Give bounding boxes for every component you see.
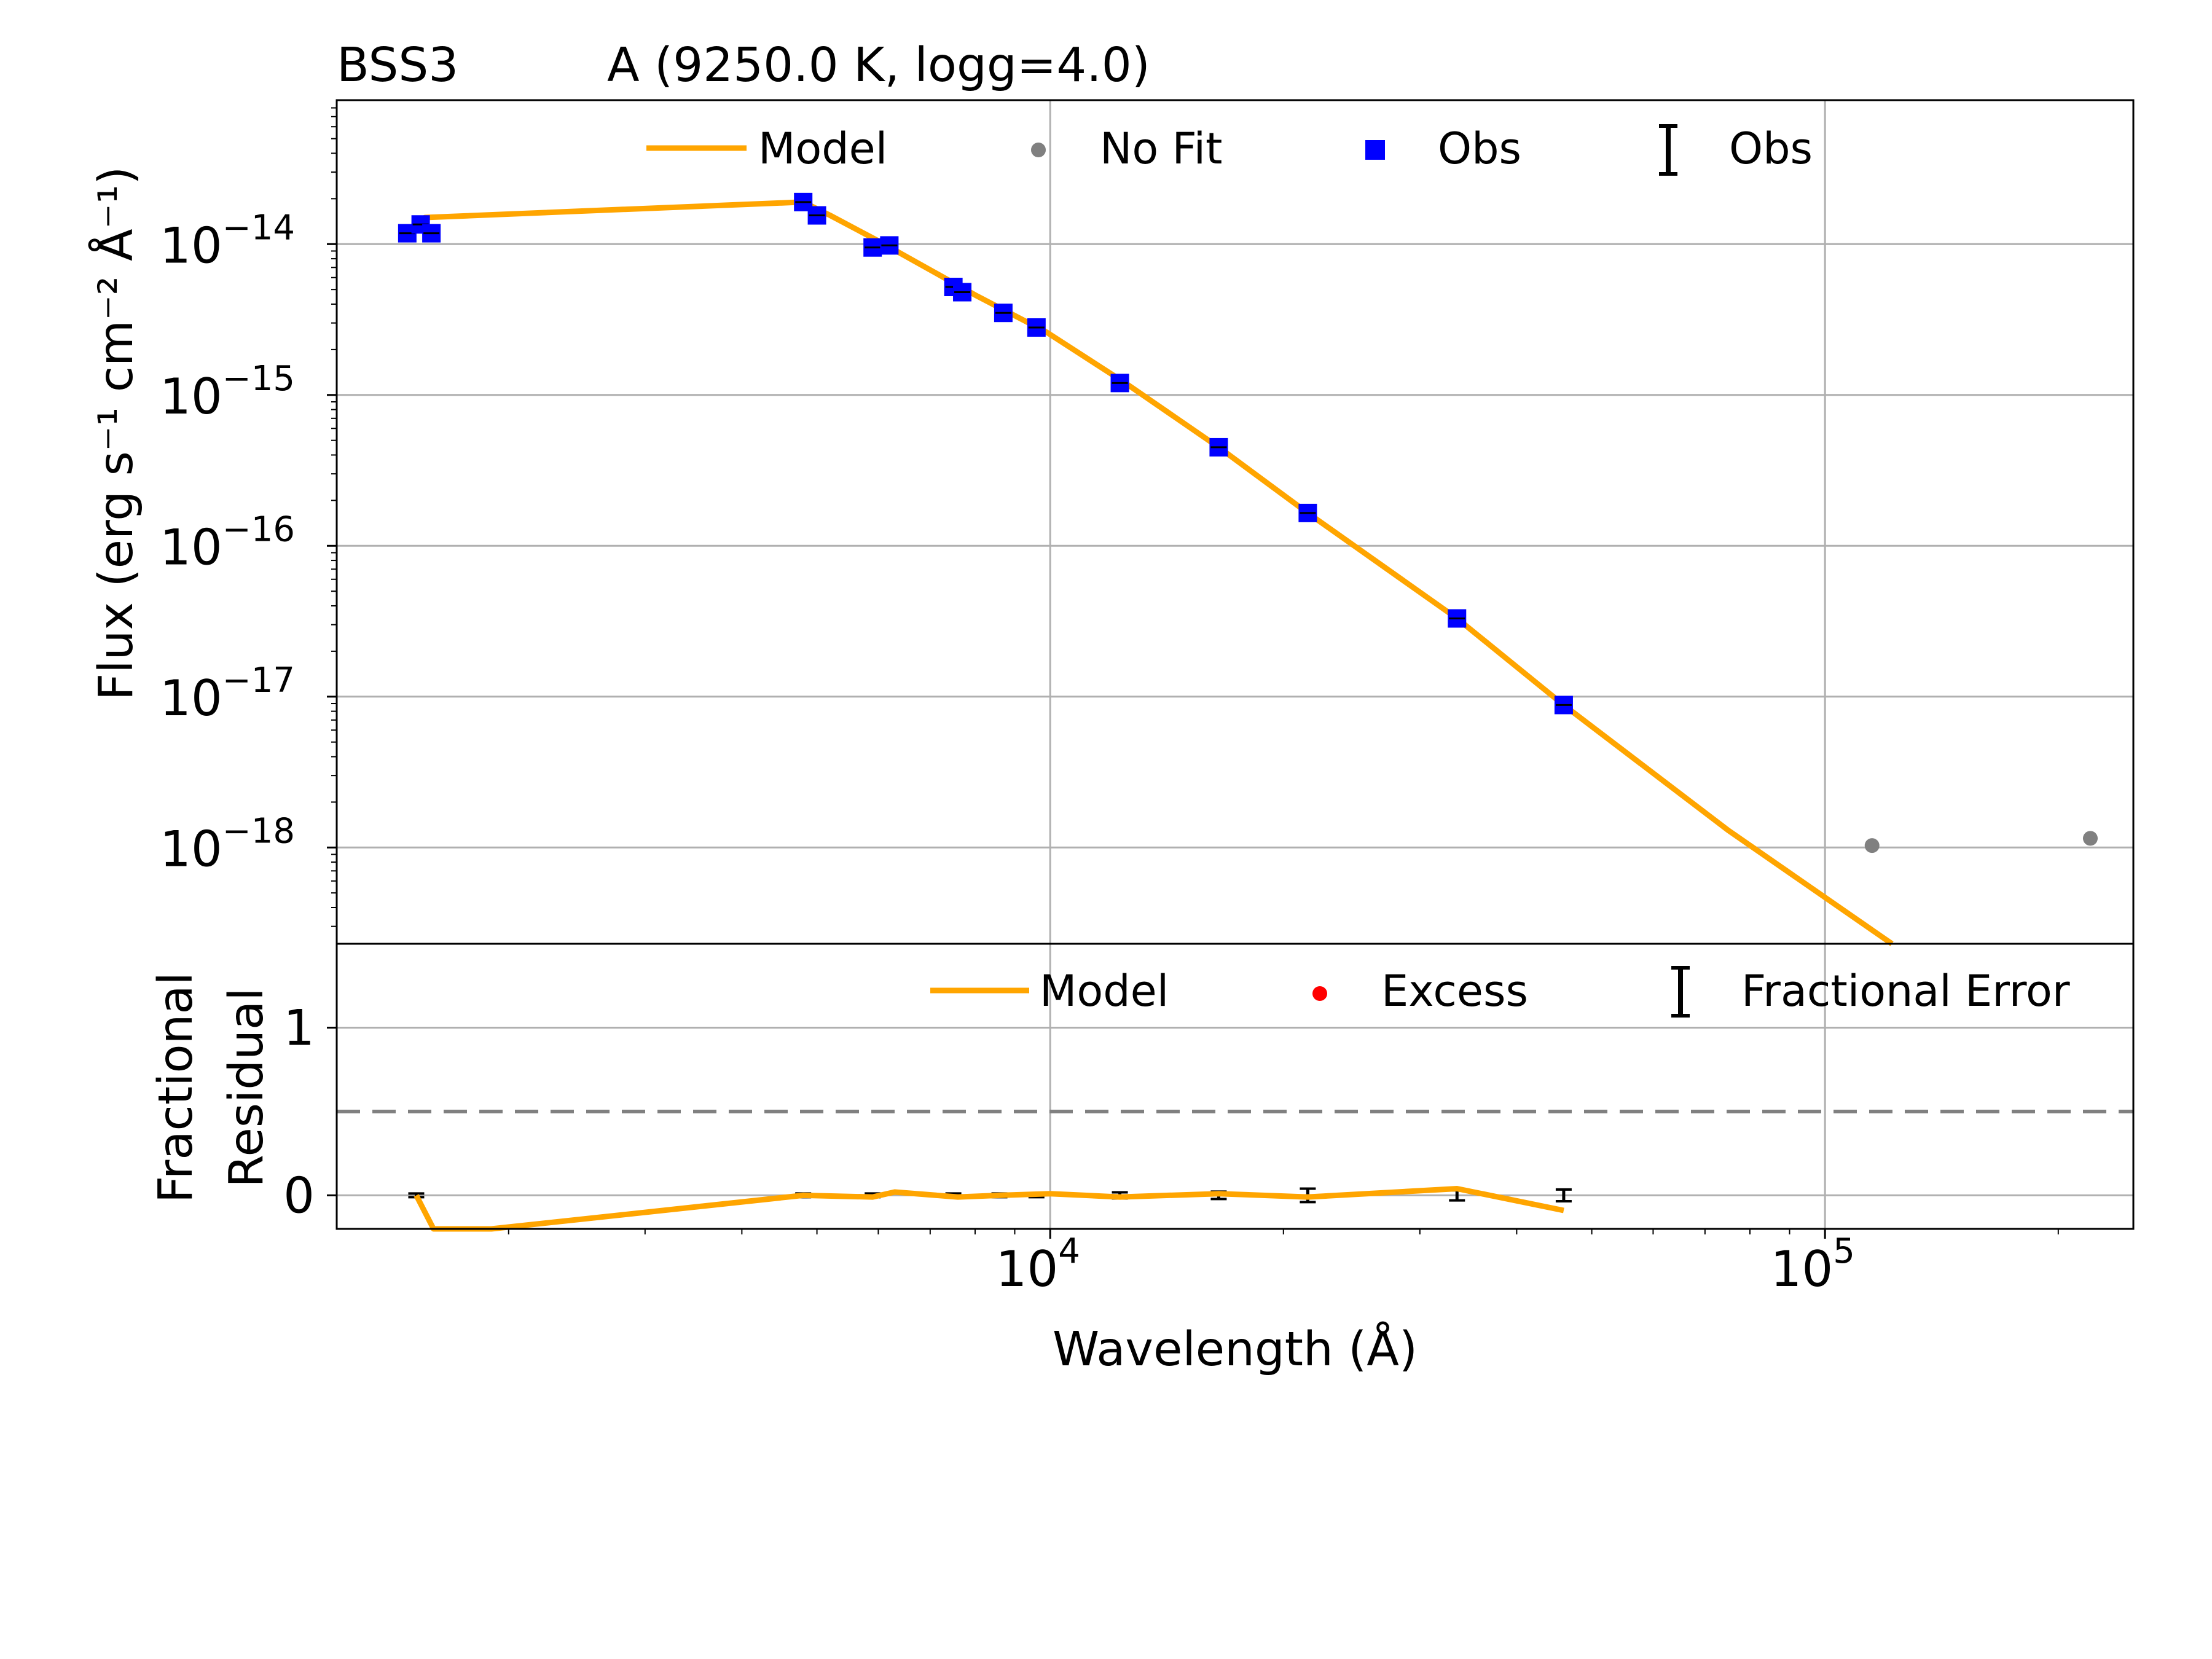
legend-residual-model-label: Model: [1040, 966, 1169, 1016]
x-tick-exponent: 5: [1833, 1231, 1855, 1271]
legend-model-label: Model: [758, 124, 887, 174]
legend-obs-swatch: [1365, 140, 1385, 160]
residual-errorbar: [1555, 1188, 1572, 1202]
sed-grid: [337, 100, 2133, 944]
sed-obs-point: [1209, 437, 1228, 457]
sed-y-axis-label: Flux (erg s⁻¹ cm⁻² Å⁻¹): [88, 167, 144, 700]
star-name-title: BSS3: [337, 38, 458, 93]
legend-errorbar-swatch: [1659, 124, 1677, 176]
x-tick-exponent: 4: [1058, 1231, 1080, 1271]
sed-y-tick-exponent: −16: [222, 509, 295, 549]
sed-y-tick-exponent: −15: [222, 359, 295, 399]
sed-obs-point: [1448, 609, 1467, 628]
sed-obs-points: [398, 192, 1573, 715]
residual-y-label-line2: Residual: [219, 987, 274, 1187]
legend-excess-label: Excess: [1381, 966, 1528, 1016]
legend-nofit-swatch: [1031, 143, 1046, 157]
residual-legend: Model Excess Fractional Error: [930, 966, 2070, 1018]
residual-y-tick-label: 1: [283, 999, 315, 1056]
sed-obs-point: [880, 236, 899, 255]
residual-model-line: [414, 1186, 1564, 1232]
sed-obs-point: [807, 206, 826, 225]
legend-obs-label: Obs: [1438, 124, 1521, 174]
legend-obs-errorbar-label: Obs: [1729, 124, 1813, 174]
x-axis-label: Wavelength (Å): [1053, 1322, 1418, 1377]
legend-excess-swatch: [1312, 986, 1327, 1001]
sed-y-tick-exponent: −14: [222, 208, 295, 248]
model-title: A (9250.0 K, logg=4.0): [607, 38, 1150, 93]
sed-obs-point: [1554, 696, 1573, 715]
residual-y-ticks: 01: [283, 999, 337, 1224]
sed-nofit-point: [2082, 831, 2098, 846]
sed-obs-point: [1110, 374, 1129, 393]
legend-fractional-error-swatch: [1671, 966, 1690, 1018]
sed-obs-point: [422, 224, 441, 243]
residual-y-tick-label: 0: [283, 1167, 315, 1224]
residual-panel: 01 104 105 Model Excess Fractional Error …: [149, 943, 2135, 1377]
sed-obs-point: [953, 283, 972, 302]
sed-obs-point: [863, 238, 882, 257]
sed-nofit-point: [1864, 838, 1880, 853]
sed-obs-point: [1298, 503, 1317, 522]
sed-obs-point: [994, 304, 1013, 323]
sed-legend: Model No Fit Obs Obs: [646, 124, 1813, 176]
legend-fractional-error-label: Fractional Error: [1741, 966, 2070, 1016]
residual-y-label-line1: Fractional: [149, 972, 203, 1203]
sed-y-tick-exponent: −17: [222, 661, 295, 700]
residual-frame: [335, 943, 2135, 1230]
legend-nofit-label: No Fit: [1100, 124, 1223, 174]
sed-y-tick-exponent: −18: [222, 811, 295, 851]
sed-nofit-points: [1864, 831, 2098, 853]
sed-obs-point: [1027, 318, 1046, 337]
